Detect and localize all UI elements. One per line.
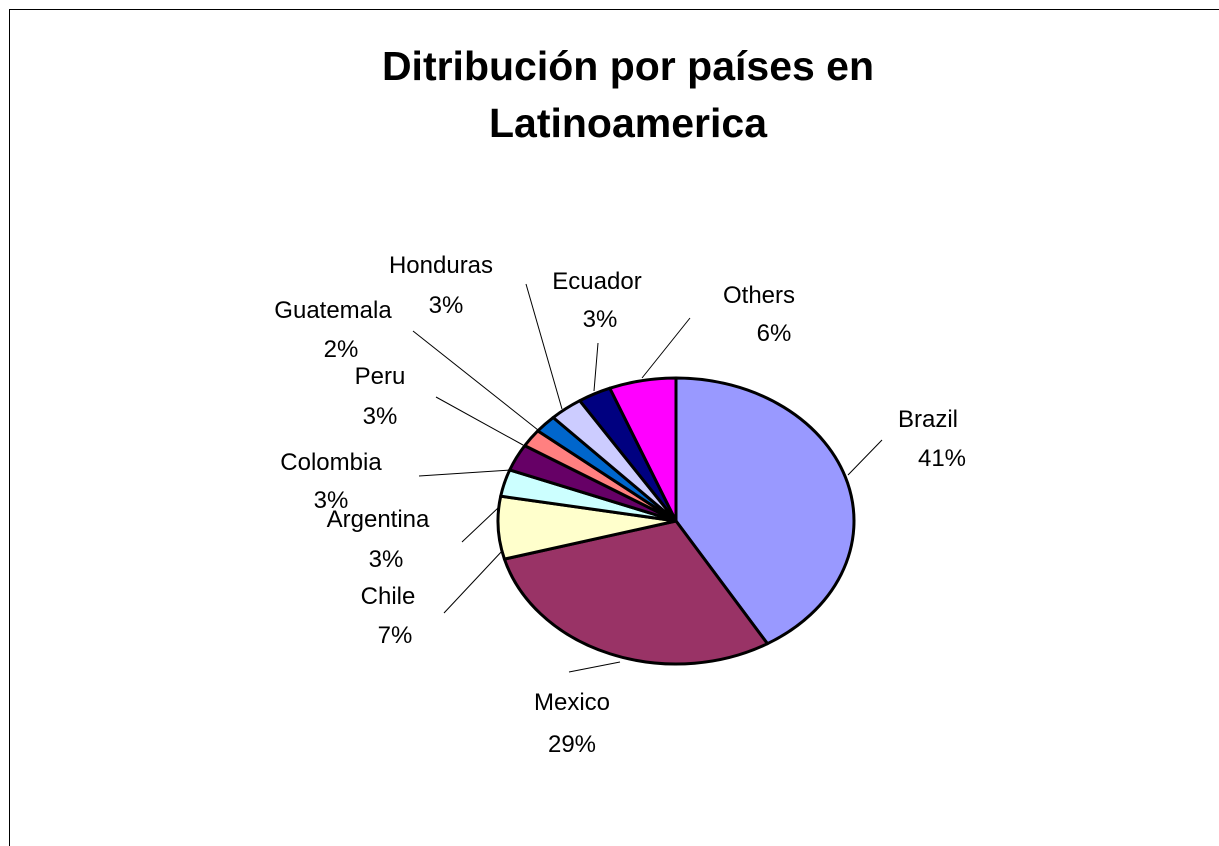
slice-percent-others: 6% — [757, 320, 792, 347]
slice-label-chile: Chile — [361, 583, 416, 610]
slice-percent-peru: 3% — [363, 403, 398, 430]
slice-label-ecuador: Ecuador — [552, 268, 641, 295]
pie-slice-mexico — [502, 519, 769, 666]
leader-line-colombia — [418, 469, 511, 477]
chart-title: Ditribución por países en Latinoamerica — [0, 38, 1219, 152]
slice-label-brazil: Brazil — [898, 406, 958, 433]
leader-line-honduras — [525, 283, 563, 410]
slice-label-mexico: Mexico — [534, 689, 610, 716]
pie-slice-others — [608, 376, 678, 523]
leader-line-chile — [443, 549, 504, 614]
slice-percent-colombia: 3% — [314, 487, 349, 514]
leader-line-peru — [435, 396, 524, 446]
chart-title-line-1: Ditribución por países en — [381, 43, 875, 89]
slice-label-colombia: Colombia — [280, 449, 382, 476]
slice-percent-argentina: 3% — [369, 546, 404, 573]
leader-line-others — [641, 317, 691, 379]
leader-line-argentina — [461, 507, 499, 543]
slice-percent-mexico: 29% — [548, 731, 596, 758]
slice-percent-honduras: 3% — [429, 292, 464, 319]
slice-label-honduras: Honduras — [389, 252, 493, 279]
slice-percent-ecuador: 3% — [583, 306, 618, 333]
slice-percent-chile: 7% — [378, 622, 413, 649]
chart-title-line-2: Latinoamerica — [489, 100, 767, 146]
pie-slices — [496, 376, 856, 666]
slice-label-others: Others — [723, 282, 795, 309]
pie-slice-brazil — [674, 376, 856, 646]
leader-line-mexico — [568, 661, 621, 673]
slice-percent-guatemala: 2% — [324, 336, 359, 363]
slice-label-guatemala: Guatemala — [274, 297, 392, 324]
leader-lines — [412, 283, 883, 673]
slice-label-peru: Peru — [355, 363, 406, 390]
slice-label-argentina: Argentina — [327, 506, 430, 533]
leader-line-guatemala — [412, 330, 539, 431]
slice-percent-brazil: 41% — [918, 445, 966, 472]
slice-labels: Brazil41%Mexico29%Chile7%Argentina3%Colo… — [274, 252, 966, 758]
leader-line-ecuador — [593, 342, 599, 392]
leader-line-brazil — [847, 439, 883, 476]
